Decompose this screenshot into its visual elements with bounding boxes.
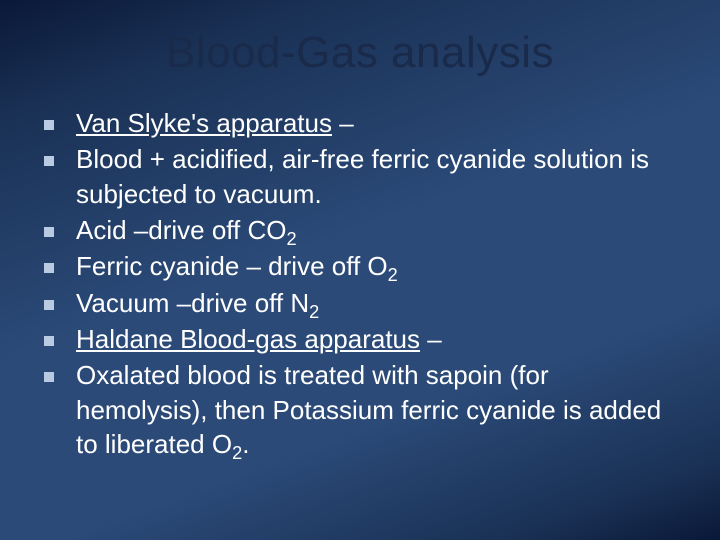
bullet-item: Acid –drive off CO2 (40, 213, 680, 247)
plain-text: Acid –drive off CO (76, 215, 287, 245)
subscript: 2 (388, 265, 398, 285)
subscript: 2 (309, 302, 319, 322)
square-bullet-icon (44, 120, 54, 130)
bullet-text: Vacuum –drive off N2 (76, 286, 319, 320)
slide-title: Blood-Gas analysis (0, 0, 720, 78)
plain-text: Oxalated blood is treated with sapoin (f… (76, 360, 661, 459)
square-bullet-icon (44, 300, 54, 310)
bullet-text: Haldane Blood-gas apparatus – (76, 322, 442, 356)
bullet-item: Haldane Blood-gas apparatus – (40, 322, 680, 356)
bullet-item: Van Slyke's apparatus – (40, 106, 680, 140)
plain-text: – (332, 108, 354, 138)
subscript: 2 (232, 443, 242, 463)
bullet-text: Acid –drive off CO2 (76, 213, 297, 247)
underlined-text: Van Slyke's apparatus (76, 108, 332, 138)
bullet-item: Blood + acidified, air-free ferric cyani… (40, 142, 680, 211)
underlined-text: Haldane Blood-gas apparatus (76, 324, 420, 354)
bullet-text: Van Slyke's apparatus – (76, 106, 354, 140)
plain-text: Vacuum –drive off N (76, 288, 309, 318)
bullet-item: Ferric cyanide – drive off O2 (40, 249, 680, 283)
square-bullet-icon (44, 263, 54, 273)
square-bullet-icon (44, 227, 54, 237)
square-bullet-icon (44, 156, 54, 166)
bullet-text: Blood + acidified, air-free ferric cyani… (76, 142, 680, 211)
bullet-item: Vacuum –drive off N2 (40, 286, 680, 320)
plain-text: Ferric cyanide – drive off O (76, 251, 388, 281)
plain-text: . (242, 429, 249, 459)
plain-text: – (420, 324, 442, 354)
slide-content: Van Slyke's apparatus – Blood + acidifie… (0, 78, 720, 461)
bullet-text: Oxalated blood is treated with sapoin (f… (76, 358, 680, 461)
bullet-item: Oxalated blood is treated with sapoin (f… (40, 358, 680, 461)
slide: Blood-Gas analysis Van Slyke's apparatus… (0, 0, 720, 540)
bullet-text: Ferric cyanide – drive off O2 (76, 249, 398, 283)
square-bullet-icon (44, 372, 54, 382)
square-bullet-icon (44, 336, 54, 346)
subscript: 2 (287, 229, 297, 249)
